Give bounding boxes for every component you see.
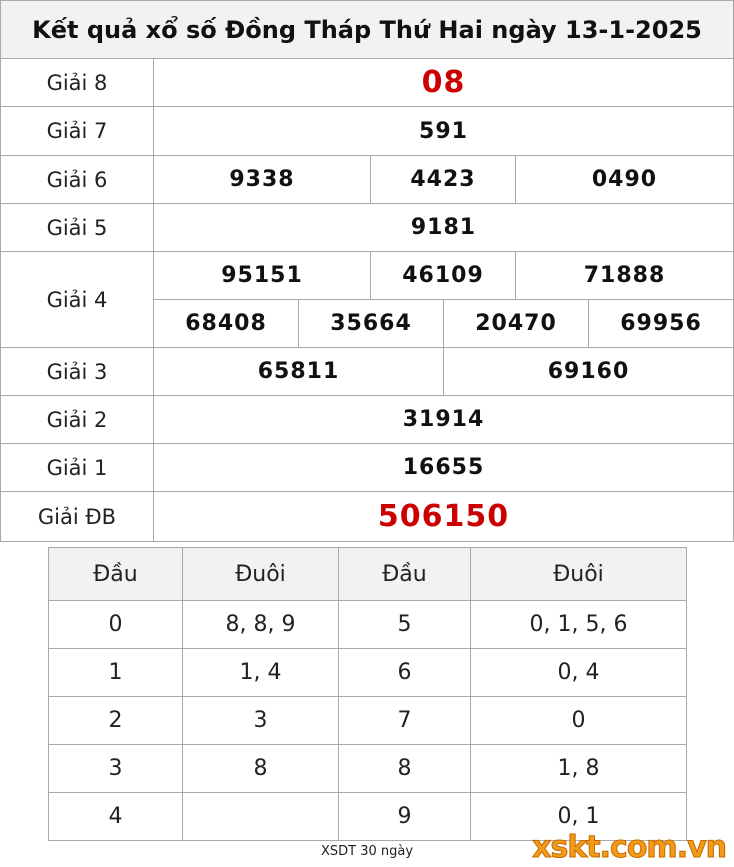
- loto-cell: 1, 8: [470, 744, 687, 793]
- loto-header: Đầu: [338, 547, 471, 601]
- loto-cell: 8: [338, 744, 471, 793]
- prize-label: Giải ĐB: [0, 491, 154, 542]
- loto-cell: 9: [338, 792, 471, 841]
- prize-number: 08: [153, 58, 734, 107]
- loto-cell: 6: [338, 648, 471, 697]
- loto-cell: 3: [182, 696, 339, 745]
- prize-label: Giải 3: [0, 347, 154, 396]
- prize-number: 9338: [153, 155, 371, 204]
- prize-number: 65811: [153, 347, 444, 396]
- prize-number: 68408: [153, 299, 299, 348]
- loto-cell: 2: [48, 696, 183, 745]
- footer: XSDT 30 ngày: [320, 844, 414, 859]
- prize-number: 71888: [515, 251, 734, 300]
- prize-number: 0490: [515, 155, 734, 204]
- loto-cell: 0, 1, 5, 6: [470, 600, 687, 649]
- prize-label: Giải 4: [0, 251, 154, 348]
- prize-number: 46109: [370, 251, 516, 300]
- prize-number: 35664: [298, 299, 444, 348]
- loto-cell: 5: [338, 600, 471, 649]
- loto-cell: 7: [338, 696, 471, 745]
- loto-cell: 4: [48, 792, 183, 841]
- title: Kết quả xổ số Đồng Tháp Thứ Hai ngày 13-…: [0, 0, 734, 59]
- loto-cell: 1, 4: [182, 648, 339, 697]
- prize-number: 591: [153, 106, 734, 156]
- prize-label: Giải 2: [0, 395, 154, 444]
- prize-label: Giải 5: [0, 203, 154, 252]
- prize-number: 9181: [153, 203, 734, 252]
- prize-number: 95151: [153, 251, 371, 300]
- prize-label: Giải 6: [0, 155, 154, 204]
- loto-cell: [182, 792, 339, 841]
- loto-cell: 1: [48, 648, 183, 697]
- loto-header: Đuôi: [470, 547, 687, 601]
- loto-header: Đuôi: [182, 547, 339, 601]
- loto-header: Đầu: [48, 547, 183, 601]
- prize-label: Giải 1: [0, 443, 154, 492]
- prize-number: 16655: [153, 443, 734, 492]
- prize-label: Giải 8: [0, 58, 154, 107]
- loto-cell: 8: [182, 744, 339, 793]
- prize-number: 20470: [443, 299, 589, 348]
- prize-number: 31914: [153, 395, 734, 444]
- prize-label: Giải 7: [0, 106, 154, 156]
- logo: xskt.com.vn: [532, 830, 728, 866]
- prize-number: 506150: [153, 491, 734, 542]
- loto-cell: 0, 4: [470, 648, 687, 697]
- loto-cell: 3: [48, 744, 183, 793]
- loto-cell: 0: [470, 696, 687, 745]
- prize-number: 69956: [588, 299, 734, 348]
- prize-number: 69160: [443, 347, 734, 396]
- loto-cell: 0, 1: [470, 792, 687, 841]
- loto-cell: 8, 8, 9: [182, 600, 339, 649]
- loto-cell: 0: [48, 600, 183, 649]
- prize-number: 4423: [370, 155, 516, 204]
